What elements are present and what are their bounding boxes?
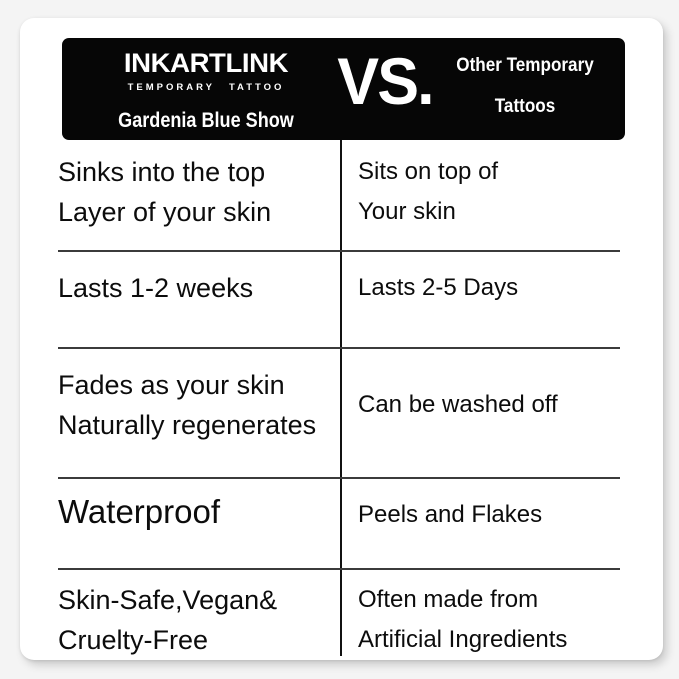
row-1-theirs-line1: Sits on top of bbox=[358, 158, 499, 185]
row-1-ours-line1: Sinks into the top bbox=[58, 157, 266, 187]
vs-label: VS. bbox=[337, 44, 434, 118]
brand-tagline-temporary: TEMPORARY bbox=[127, 82, 215, 93]
row-2-theirs-cell: Lasts 2-5 Days bbox=[358, 268, 650, 308]
brand-name: INKARTLINK bbox=[123, 48, 289, 78]
table-row: Waterproof Peels and Flakes bbox=[20, 492, 663, 556]
row-1-ours-cell: Sinks into the top Layer of your skin bbox=[58, 152, 338, 232]
row-4-ours-line1: Waterproof bbox=[58, 493, 221, 530]
competitor-title-block: Other Temporary Tattoos bbox=[441, 56, 608, 116]
brand-tagline-tattoo: TATTOO bbox=[228, 82, 285, 93]
table-row: Skin-Safe,Vegan& Cruelty-Free Often made… bbox=[20, 580, 663, 660]
column-divider bbox=[340, 140, 342, 656]
row-2-theirs-line1: Lasts 2-5 Days bbox=[358, 274, 519, 301]
competitor-title-line1: Other Temporary bbox=[456, 55, 594, 76]
row-3-theirs-cell: Can be washed off bbox=[358, 365, 650, 425]
row-3-ours-cell: Fades as your skin Naturally regenerates bbox=[58, 365, 338, 445]
table-row: Fades as your skin Naturally regenerates… bbox=[20, 365, 663, 453]
row-3-ours-line2: Naturally regenerates bbox=[58, 410, 317, 440]
row-5-theirs-line2: Artificial Ingredients bbox=[358, 626, 568, 653]
row-1-theirs-cell: Sits on top of Your skin bbox=[358, 152, 650, 232]
row-4-theirs-cell: Peels and Flakes bbox=[358, 492, 650, 535]
table-row: Sinks into the top Layer of your skin Si… bbox=[20, 152, 663, 240]
comparison-card: INKARTLINK TEMPORARY TATTOO Gardenia Blue… bbox=[20, 18, 663, 660]
product-name: Gardenia Blue Show bbox=[118, 108, 294, 132]
row-4-ours-cell: Waterproof bbox=[58, 492, 338, 532]
row-5-theirs-cell: Often made from Artificial Ingredients bbox=[358, 580, 650, 660]
row-separator-1 bbox=[58, 250, 620, 252]
competitor-title-line2: Tattoos bbox=[494, 96, 556, 117]
row-5-ours-line1: Skin-Safe,Vegan& bbox=[58, 585, 278, 615]
brand-tagline: TEMPORARY TATTOO bbox=[90, 83, 322, 93]
row-separator-3 bbox=[58, 477, 620, 479]
row-5-ours-line2: Cruelty-Free bbox=[58, 625, 209, 655]
row-3-theirs-line1: Can be washed off bbox=[358, 391, 558, 418]
row-2-ours-cell: Lasts 1-2 weeks bbox=[58, 268, 338, 308]
comparison-table: Sinks into the top Layer of your skin Si… bbox=[20, 140, 663, 660]
header-banner: INKARTLINK TEMPORARY TATTOO Gardenia Blue… bbox=[62, 38, 625, 140]
row-3-ours-line1: Fades as your skin bbox=[58, 370, 285, 400]
row-5-theirs-line1: Often made from bbox=[358, 586, 539, 613]
row-1-ours-line2: Layer of your skin bbox=[58, 197, 272, 227]
row-separator-4 bbox=[58, 568, 620, 570]
row-separator-2 bbox=[58, 347, 620, 349]
row-4-theirs-line1: Peels and Flakes bbox=[358, 501, 543, 528]
row-1-theirs-line2: Your skin bbox=[358, 198, 456, 225]
table-row: Lasts 1-2 weeks Lasts 2-5 Days bbox=[20, 268, 663, 328]
brand-logo-block: INKARTLINK TEMPORARY TATTOO Gardenia Blue… bbox=[90, 50, 322, 131]
row-5-ours-cell: Skin-Safe,Vegan& Cruelty-Free bbox=[58, 580, 338, 660]
row-2-ours-line1: Lasts 1-2 weeks bbox=[58, 273, 254, 303]
